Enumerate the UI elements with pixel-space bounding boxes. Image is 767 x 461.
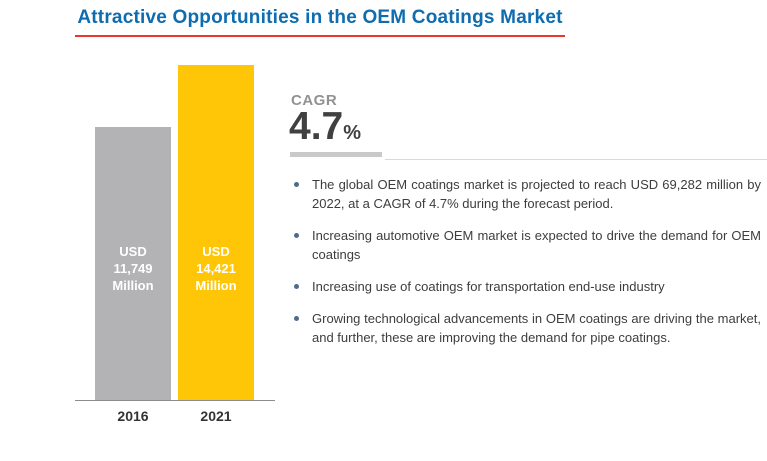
page-title: Attractive Opportunities in the OEM Coat… <box>77 7 563 28</box>
bullet-text: The global OEM coatings market is projec… <box>312 177 761 211</box>
bar-2016-unit: Million <box>112 278 154 293</box>
list-item: Increasing automotive OEM market is expe… <box>291 226 761 264</box>
cagr-label: CAGR <box>291 92 338 109</box>
list-item: The global OEM coatings market is projec… <box>291 175 761 213</box>
bullet-text: Growing technological advancements in OE… <box>312 311 761 345</box>
bar-2016: USD 11,749 Million <box>95 127 171 400</box>
bar-2016-value-label: USD 11,749 Million <box>95 243 171 294</box>
divider-line <box>385 159 767 160</box>
bar-2016-value: 11,749 <box>113 261 153 276</box>
bar-2021-value: 14,421 <box>196 261 236 276</box>
bar-2021-unit: Million <box>195 278 237 293</box>
bullet-text: Increasing automotive OEM market is expe… <box>312 228 761 262</box>
title-underline <box>75 35 565 37</box>
bullet-text: Increasing use of coatings for transport… <box>312 279 665 294</box>
x-tick-2016: 2016 <box>117 408 149 424</box>
list-item: Growing technological advancements in OE… <box>291 309 761 347</box>
cagr-percent-sign: % <box>343 122 362 144</box>
bullet-icon <box>294 316 299 321</box>
bar-2021: USD 14,421 Million <box>178 65 254 400</box>
bar-2021-value-label: USD 14,421 Million <box>178 243 254 294</box>
bullet-icon <box>294 233 299 238</box>
cagr-number: 4.7 <box>289 105 344 148</box>
cagr-value: 4.7% <box>289 105 361 155</box>
cagr-underline <box>290 152 382 157</box>
x-tick-2021: 2021 <box>200 408 232 424</box>
bar-2016-currency: USD <box>119 244 147 259</box>
list-item: Increasing use of coatings for transport… <box>291 277 761 296</box>
bar-2021-currency: USD <box>202 244 230 259</box>
x-axis-line <box>75 400 275 401</box>
bullet-icon <box>294 284 299 289</box>
key-points-list: The global OEM coatings market is projec… <box>291 175 761 360</box>
bullet-icon <box>294 182 299 187</box>
